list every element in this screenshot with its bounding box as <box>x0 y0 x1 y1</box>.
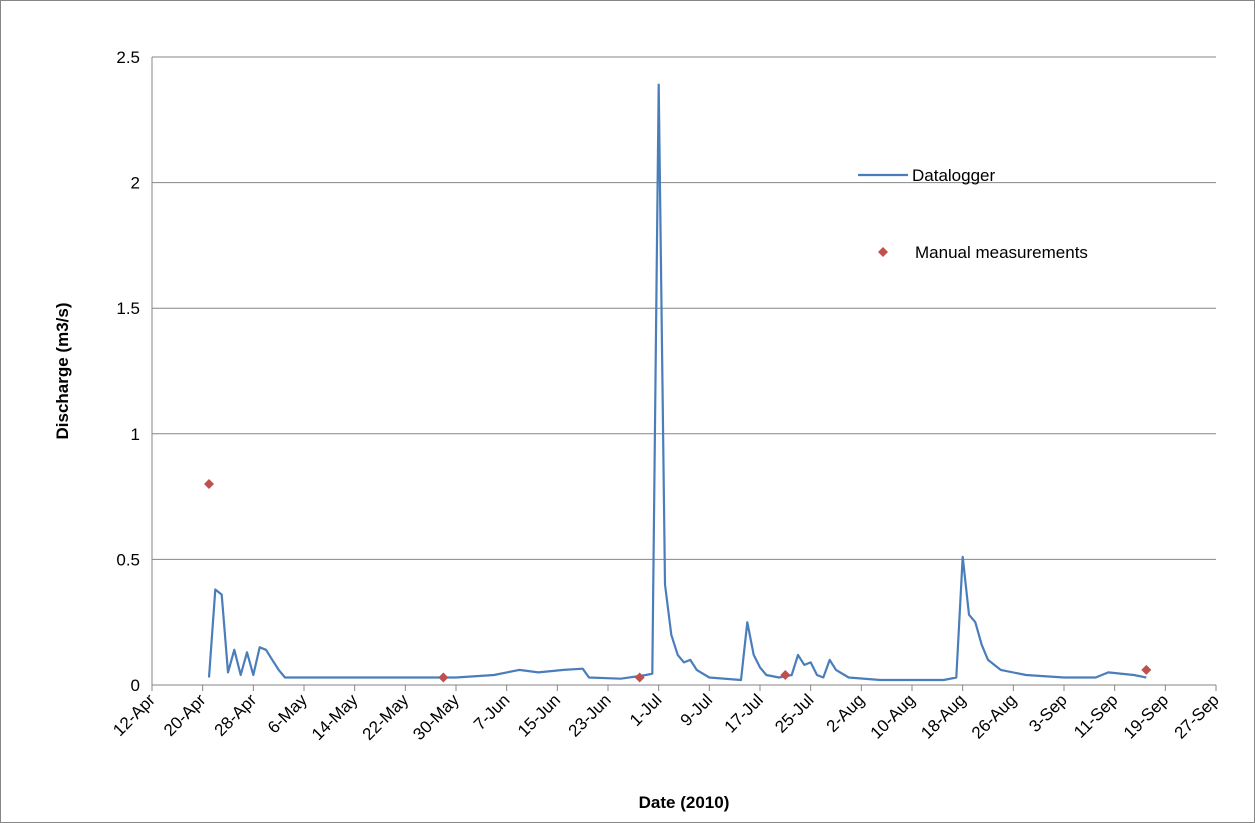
y-tick-label: 2 <box>131 174 140 193</box>
data-point <box>438 672 449 683</box>
y-tick-label: 0 <box>131 676 140 695</box>
legend-label: Manual measurements <box>915 243 1088 262</box>
y-tick-label: 1 <box>131 425 140 444</box>
y-axis-label: Discharge (m3/s) <box>53 303 72 440</box>
y-tick-label: 1.5 <box>116 299 140 318</box>
y-tick-label: 2.5 <box>116 48 140 67</box>
data-line <box>207 83 1147 682</box>
legend-label: Datalogger <box>912 166 996 185</box>
data-point <box>634 672 645 683</box>
data-point <box>780 669 791 680</box>
x-axis-label: Date (2010) <box>639 793 730 812</box>
legend-marker <box>878 247 888 257</box>
data-point <box>204 479 214 490</box>
y-tick-label: 0.5 <box>116 550 140 569</box>
data-point <box>1141 664 1152 675</box>
